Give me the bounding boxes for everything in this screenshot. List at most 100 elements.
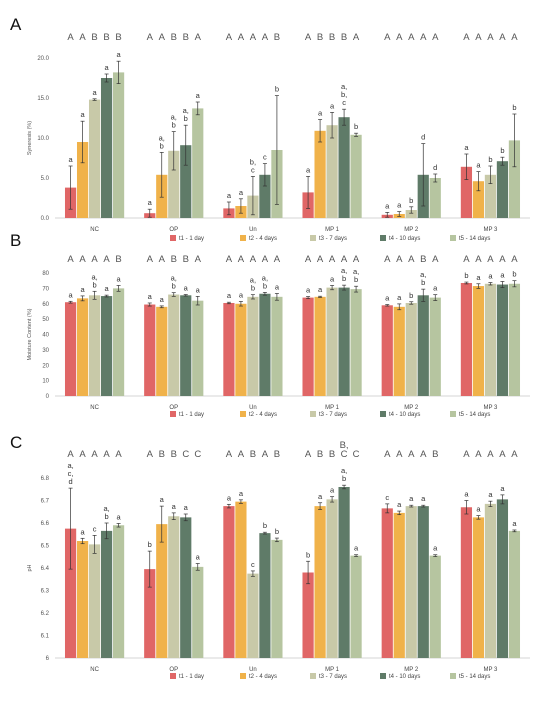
significance-label: c xyxy=(263,153,267,162)
significance-label: a xyxy=(476,273,481,282)
bar xyxy=(405,302,417,396)
significance-label: a xyxy=(330,486,335,495)
bar xyxy=(88,544,101,658)
legend-label: t2 - 4 days xyxy=(249,674,277,680)
group-letter: B xyxy=(171,449,177,460)
significance-label: a, xyxy=(67,461,73,470)
group-letter: A xyxy=(420,32,427,43)
significance-label: b xyxy=(148,540,152,549)
bar xyxy=(100,530,113,658)
significance-label: a xyxy=(227,493,232,502)
group-letter: A xyxy=(463,254,470,265)
group-letter: A xyxy=(238,254,245,265)
significance-label: a xyxy=(116,512,121,521)
group-letter: A xyxy=(487,254,494,265)
group-letter: A xyxy=(195,32,202,43)
bar xyxy=(338,117,350,218)
legend-swatch xyxy=(380,673,386,679)
group-letter: A xyxy=(499,32,506,43)
bar xyxy=(247,573,259,658)
significance-label: c xyxy=(385,493,389,502)
group-letter: B xyxy=(183,32,189,43)
panel-b: B 0 10 20 30 40 50 60 70 80 Moisture Content (%) N… xyxy=(10,231,530,418)
group-letter: C xyxy=(341,449,348,460)
significance-label: c, xyxy=(68,469,74,478)
group-letter: C xyxy=(194,449,201,460)
significance-label: a xyxy=(92,88,97,97)
bar xyxy=(156,306,168,396)
significance-label: b xyxy=(275,85,279,94)
group-letter: A xyxy=(487,32,494,43)
panel-letter-b: B xyxy=(10,231,21,250)
group-letter: B xyxy=(432,449,438,460)
y-tick-label: 6.8 xyxy=(41,476,50,482)
bar xyxy=(235,303,247,396)
bar xyxy=(259,293,271,396)
y-tick-label: 10 xyxy=(42,379,49,385)
bar xyxy=(350,289,362,396)
significance-label: b xyxy=(342,274,346,283)
y-tick-label: 6.5 xyxy=(41,544,50,550)
y-tick-label: 6.4 xyxy=(41,566,50,572)
significance-label: a xyxy=(330,101,335,110)
group-letter: A xyxy=(396,254,403,265)
group-letter: A xyxy=(463,449,470,460)
group-letter: B xyxy=(329,32,335,43)
significance-label: a xyxy=(433,284,438,293)
significance-label: b xyxy=(500,146,504,155)
significance-label: a xyxy=(433,544,438,553)
group-letter: A xyxy=(408,32,415,43)
legend-swatch xyxy=(450,411,456,417)
significance-label: a xyxy=(160,295,165,304)
group-letter: A xyxy=(396,32,403,43)
legend-swatch xyxy=(240,411,246,417)
bar xyxy=(76,142,89,218)
group-letter: B xyxy=(115,254,121,265)
group-letter: C xyxy=(182,449,189,460)
group-letter: A xyxy=(499,254,506,265)
y-tick-label: 0 xyxy=(46,394,50,400)
significance-label: a xyxy=(500,270,505,279)
significance-label: c xyxy=(342,98,346,107)
significance-label: a xyxy=(184,284,189,293)
bar xyxy=(180,517,192,658)
significance-label: a xyxy=(354,544,359,553)
panel-a: A 0.0 5.0 10.0 15.0 20.0 Syneresis (%) NC a Aa Aa… xyxy=(10,15,530,242)
group-letter: A xyxy=(262,254,269,265)
y-axis-title: pH xyxy=(27,564,33,571)
bar xyxy=(259,174,271,218)
group-letter: A xyxy=(317,254,324,265)
significance-label: a xyxy=(80,285,85,294)
significance-label: b, xyxy=(341,90,347,99)
legend-label: t2 - 4 days xyxy=(249,412,277,418)
bar xyxy=(156,524,168,658)
group-letter: B xyxy=(329,449,335,460)
bar xyxy=(144,304,156,396)
bar xyxy=(326,499,338,658)
significance-label: a, xyxy=(341,82,347,91)
y-tick-label: 60 xyxy=(42,302,49,308)
significance-label: a xyxy=(488,272,493,281)
group-letter: A xyxy=(475,449,482,460)
bar xyxy=(302,572,314,658)
bar xyxy=(460,282,473,396)
significance-label: a xyxy=(318,109,323,118)
bar xyxy=(76,298,89,396)
significance-label: b xyxy=(409,291,413,300)
group-letter: A xyxy=(67,254,74,265)
significance-label: b xyxy=(160,141,164,150)
significance-label: a, xyxy=(159,133,165,142)
bar xyxy=(223,302,235,396)
significance-label: d xyxy=(421,133,425,142)
group-letter: A xyxy=(226,449,233,460)
bar xyxy=(472,286,485,396)
bar xyxy=(381,508,393,658)
group-letter: A xyxy=(463,32,470,43)
legend-label: t3 - 7 days xyxy=(319,674,347,680)
significance-label: b xyxy=(263,521,267,530)
bar xyxy=(112,525,125,658)
significance-label: a xyxy=(104,63,109,72)
significance-label: b xyxy=(92,280,96,289)
group-letter: A xyxy=(115,449,122,460)
significance-label: a xyxy=(409,494,414,503)
